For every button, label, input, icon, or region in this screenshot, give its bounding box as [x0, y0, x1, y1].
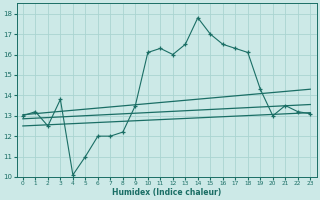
- X-axis label: Humidex (Indice chaleur): Humidex (Indice chaleur): [112, 188, 221, 197]
